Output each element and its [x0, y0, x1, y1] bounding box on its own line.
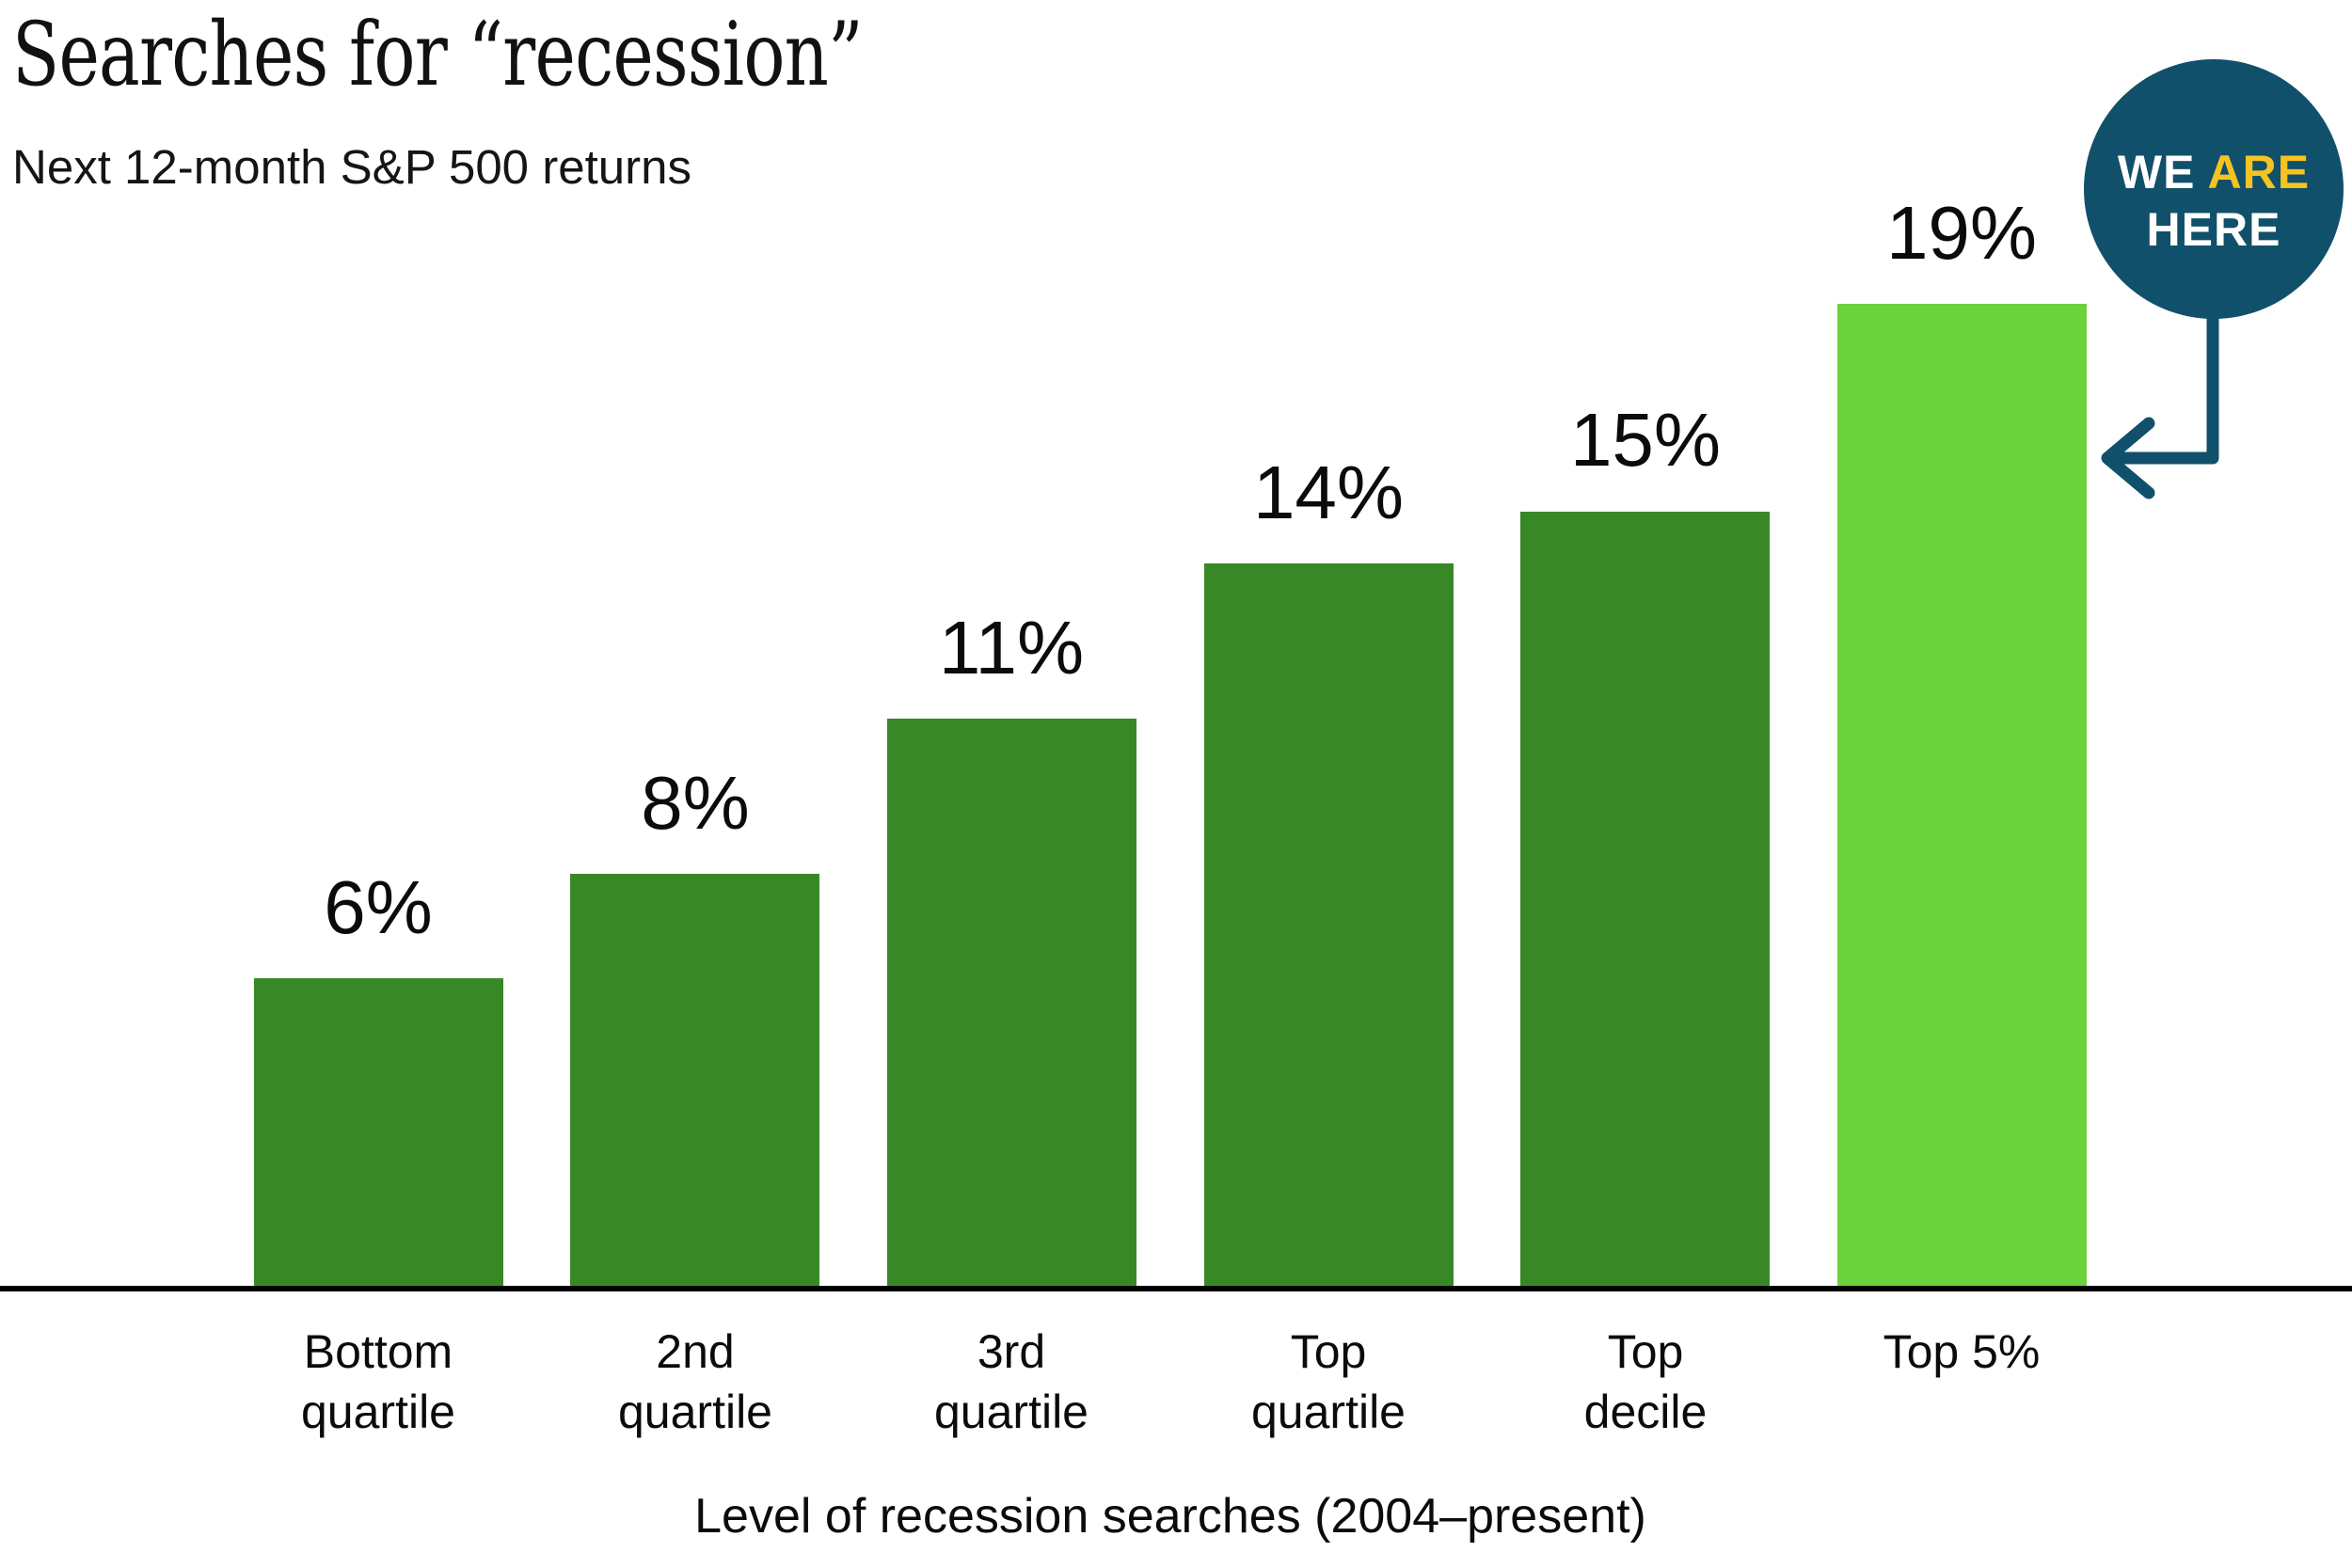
bar-bottom-quartile	[254, 978, 503, 1289]
bar-value-label-2: 8%	[641, 761, 750, 845]
bar-top-decile	[1520, 512, 1770, 1289]
chart-subtitle: Next 12-month S&P 500 returns	[12, 140, 691, 194]
bar-value-label-5: 15%	[1569, 398, 1722, 482]
bar-value-label-1: 6%	[324, 865, 433, 949]
tick-label-bottom-quartile: Bottom quartile	[301, 1325, 455, 1438]
bar-top-5-percent-highlighted	[1837, 304, 2087, 1289]
badge-line-1: WE ARE	[2118, 144, 2310, 201]
arrow-shaft	[2106, 301, 2219, 465]
chart-title: Searches for “recession”	[12, 4, 864, 106]
bar-2nd-quartile	[570, 874, 819, 1289]
tick-label-2nd-quartile: 2nd quartile	[618, 1325, 772, 1438]
arrow-head	[2101, 417, 2155, 499]
bar-value-label-3: 11%	[938, 606, 1085, 689]
badge-word-we: WE	[2117, 146, 2196, 198]
bar-value-label-6: 19%	[1885, 191, 2038, 275]
badge-word-are: ARE	[2207, 146, 2311, 198]
bar-top-quartile	[1204, 563, 1454, 1289]
tick-label-top-quartile: Top quartile	[1251, 1325, 1406, 1438]
x-axis-title: Level of recession searches (2004–presen…	[694, 1489, 1646, 1544]
tick-label-3rd-quartile: 3rd quartile	[934, 1325, 1089, 1438]
tick-label-top-5-percent: Top 5%	[1883, 1325, 2041, 1378]
bar-value-label-4: 14%	[1252, 451, 1405, 534]
bar-3rd-quartile	[887, 719, 1136, 1289]
we-are-here-arrow	[2101, 301, 2219, 499]
x-axis-baseline	[0, 1286, 2352, 1291]
we-are-here-badge: WE ARE HERE	[2084, 59, 2344, 319]
badge-line-2: HERE	[2146, 203, 2281, 256]
tick-label-top-decile: Top decile	[1583, 1325, 1708, 1438]
